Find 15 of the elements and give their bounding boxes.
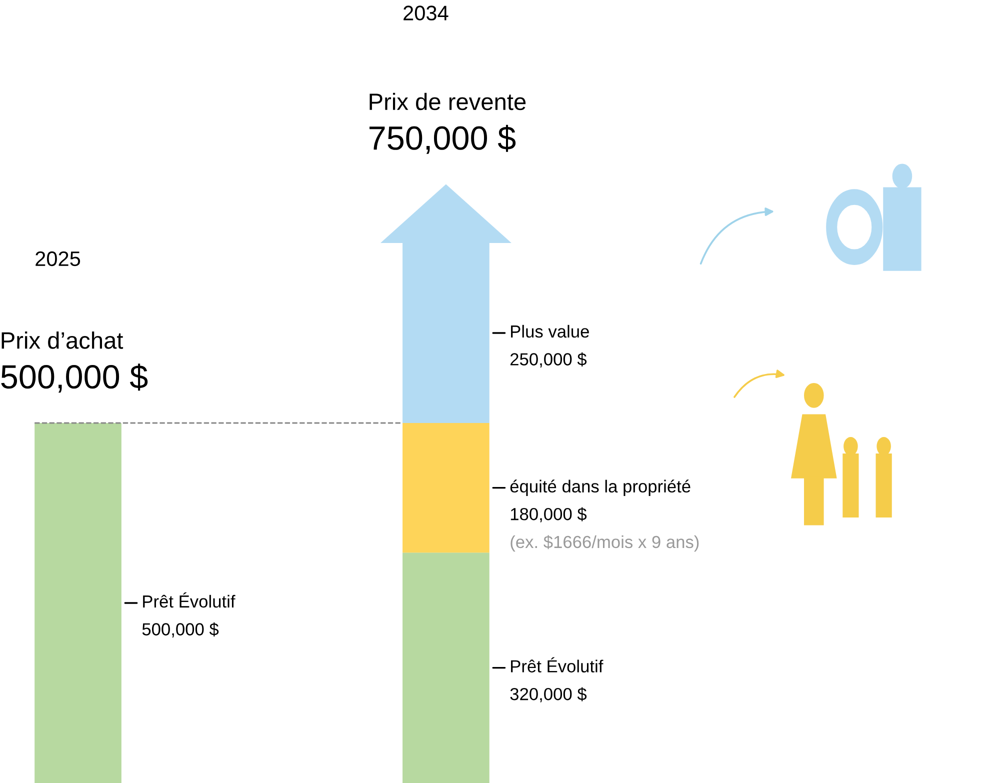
series-label: équité dans la propriété xyxy=(510,480,690,496)
series-label: Prêt Évolutif xyxy=(143,592,236,608)
text: 2034 xyxy=(404,6,448,20)
data-label: 180,000 $ xyxy=(510,507,587,522)
text: Prix de revente xyxy=(370,92,526,110)
series-label: Plus value xyxy=(511,324,589,338)
annotation: (ex. $1666/mois x 9 ans) xyxy=(510,535,699,552)
text: 750,000 $ xyxy=(370,124,516,154)
text: Prêt Évolutif xyxy=(511,657,604,672)
annotation: 500,000 $ xyxy=(1,364,148,393)
annotation: 2025 xyxy=(36,251,80,266)
data-label: 320,000 $ xyxy=(510,687,587,702)
data-label: 500,000 $ xyxy=(142,622,219,638)
data-label: 250,000 $ xyxy=(510,352,587,368)
annotation: Prix d’achat xyxy=(2,332,124,349)
